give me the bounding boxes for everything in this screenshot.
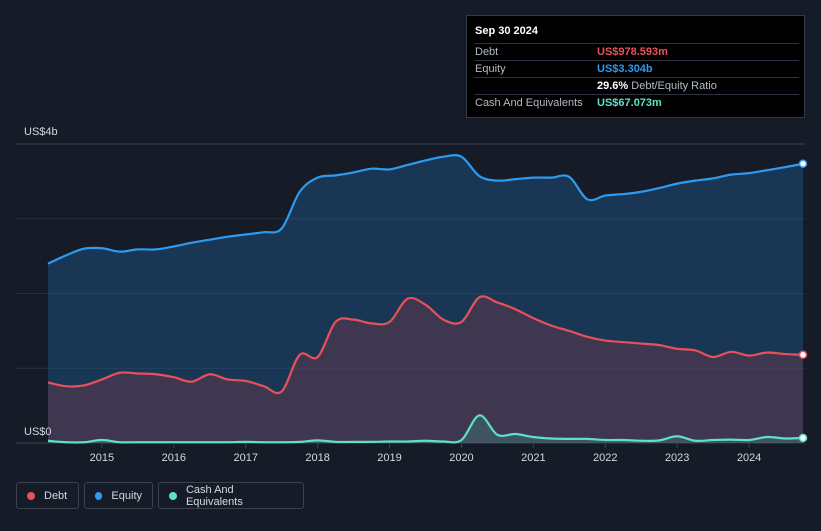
tooltip-debt-value: US$978.593m	[597, 46, 668, 58]
tooltip-panel: Sep 30 2024 Debt US$978.593m Equity US$3…	[466, 15, 805, 118]
legend-item-cash[interactable]: Cash And Equivalents	[158, 482, 304, 509]
x-tick-label: 2024	[737, 452, 761, 464]
legend-debt-label: Debt	[44, 489, 68, 502]
debt-line	[47, 295, 804, 395]
legend-debt-dot	[27, 491, 35, 500]
tooltip-row-cash: Cash And Equivalents US$67.073m	[474, 94, 799, 112]
debt-end-point	[798, 350, 808, 360]
tooltip-equity-value: US$3.304b	[597, 63, 653, 75]
tooltip-row-ratio: 29.6% Debt/Equity Ratio	[474, 77, 799, 95]
debt-area	[48, 296, 803, 443]
area-layer	[48, 155, 803, 443]
x-tick-label: 2021	[521, 452, 545, 464]
tooltip-cash-label: Cash And Equivalents	[475, 97, 583, 109]
x-tick-label: 2019	[377, 452, 401, 464]
equity-line	[47, 154, 804, 265]
tooltip-row-equity: Equity US$3.304b	[474, 60, 799, 78]
x-tick-label: 2022	[593, 452, 617, 464]
tooltip-ratio: 29.6% Debt/Equity Ratio	[597, 80, 717, 92]
x-tick-label: 2017	[233, 452, 257, 464]
equity-area	[48, 155, 803, 443]
tooltip-ratio-value: 29.6%	[597, 80, 629, 92]
legend-equity-dot	[95, 491, 103, 500]
tooltip-date: Sep 30 2024	[475, 25, 538, 37]
cash-and-equivalents-end-point	[798, 433, 808, 443]
x-tick-label: 2015	[90, 452, 114, 464]
x-tick-label: 2016	[162, 452, 186, 464]
legend-cash-label: Cash And Equivalents	[185, 483, 243, 508]
axis-layer: US$4b US$0 2015 2016 2017 2018 2019 2020 2021 202…	[24, 126, 761, 464]
legend-item-equity[interactable]: Equity	[84, 482, 153, 509]
y-tick-label-zero: US$0	[24, 426, 52, 438]
tooltip-row-debt: Debt US$978.593m	[474, 43, 799, 61]
tooltip-ratio-label: Debt/Equity Ratio	[631, 80, 717, 92]
line-layer	[47, 154, 808, 444]
tooltip-debt-label: Debt	[475, 46, 499, 58]
x-tick-label: 2018	[305, 452, 329, 464]
legend-equity-label: Equity	[111, 489, 142, 502]
legend-cash-dot	[169, 491, 177, 500]
legend-item-debt[interactable]: Debt	[16, 482, 79, 509]
tooltip-cash-value: US$67.073m	[597, 97, 662, 109]
x-tick-label: 2020	[449, 452, 473, 464]
equity-end-point	[798, 159, 808, 168]
y-tick-label-top: US$4b	[24, 126, 58, 138]
cash-and-equivalents-line	[47, 414, 804, 444]
x-tick-label: 2023	[665, 452, 689, 464]
tooltip-equity-label: Equity	[475, 63, 506, 75]
